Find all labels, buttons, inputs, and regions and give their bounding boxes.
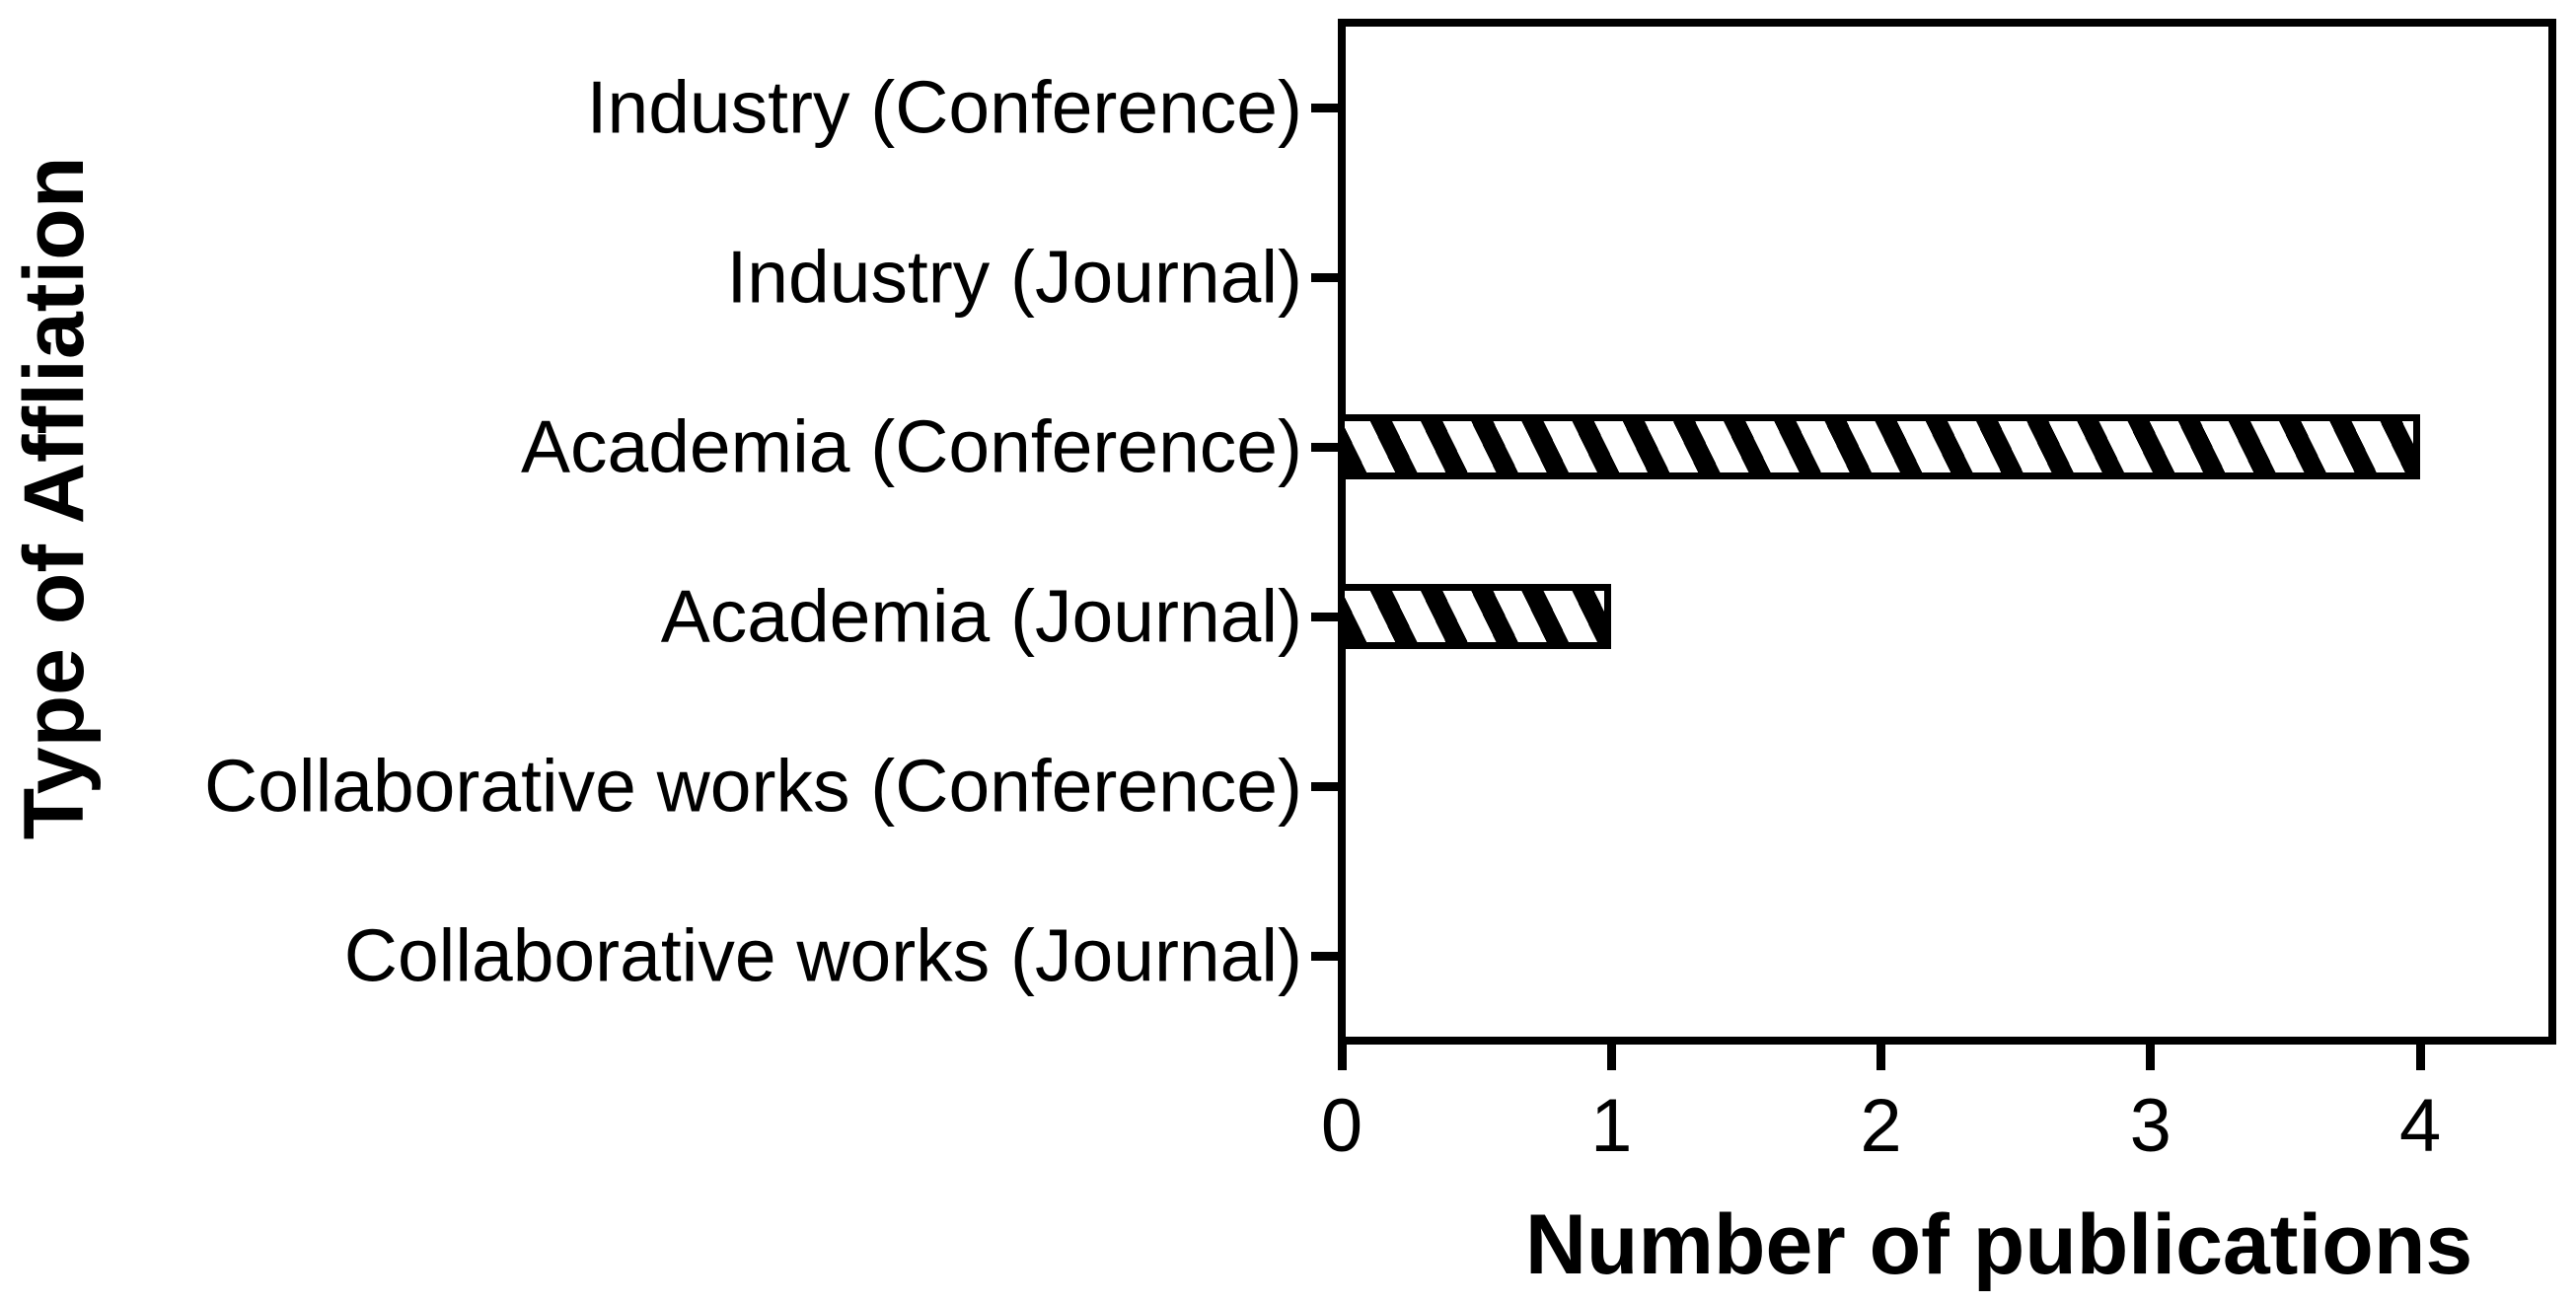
x-tick-label-0: 0 bbox=[1320, 1084, 1363, 1168]
x-tick-mark-3 bbox=[2146, 1045, 2156, 1070]
x-axis-title: Number of publications bbox=[1524, 1197, 2473, 1292]
y-tick-label-industry-journal: Industry (Journal) bbox=[726, 235, 1302, 319]
y-tick-label-academia-conference: Academia (Conference) bbox=[520, 404, 1302, 488]
x-tick-mark-0 bbox=[1337, 1045, 1347, 1070]
bar-academia-conference bbox=[1338, 414, 2421, 479]
y-tick-mark-academia-conference bbox=[1311, 442, 1338, 452]
y-tick-label-collaborative-works-conference: Collaborative works (Conference) bbox=[204, 744, 1302, 828]
y-tick-label-academia-journal: Academia (Journal) bbox=[660, 574, 1302, 658]
x-tick-mark-2 bbox=[1877, 1045, 1886, 1070]
y-tick-mark-academia-journal bbox=[1311, 612, 1338, 621]
y-tick-mark-industry-journal bbox=[1311, 272, 1338, 282]
y-tick-label-collaborative-works-journal: Collaborative works (Journal) bbox=[343, 913, 1302, 997]
x-tick-label-1: 1 bbox=[1590, 1084, 1633, 1168]
y-tick-label-industry-conference: Industry (Conference) bbox=[586, 65, 1302, 149]
y-tick-mark-industry-conference bbox=[1311, 103, 1338, 112]
bar-academia-journal bbox=[1338, 584, 1612, 649]
y-tick-mark-collaborative-works-journal bbox=[1311, 951, 1338, 961]
x-tick-mark-1 bbox=[1606, 1045, 1616, 1070]
y-tick-mark-collaborative-works-conference bbox=[1311, 781, 1338, 791]
x-tick-mark-4 bbox=[2415, 1045, 2425, 1070]
x-tick-label-2: 2 bbox=[1860, 1084, 1902, 1168]
x-tick-label-4: 4 bbox=[2398, 1084, 2442, 1168]
plot-area-border bbox=[1338, 19, 2556, 1045]
x-tick-label-3: 3 bbox=[2129, 1084, 2171, 1168]
